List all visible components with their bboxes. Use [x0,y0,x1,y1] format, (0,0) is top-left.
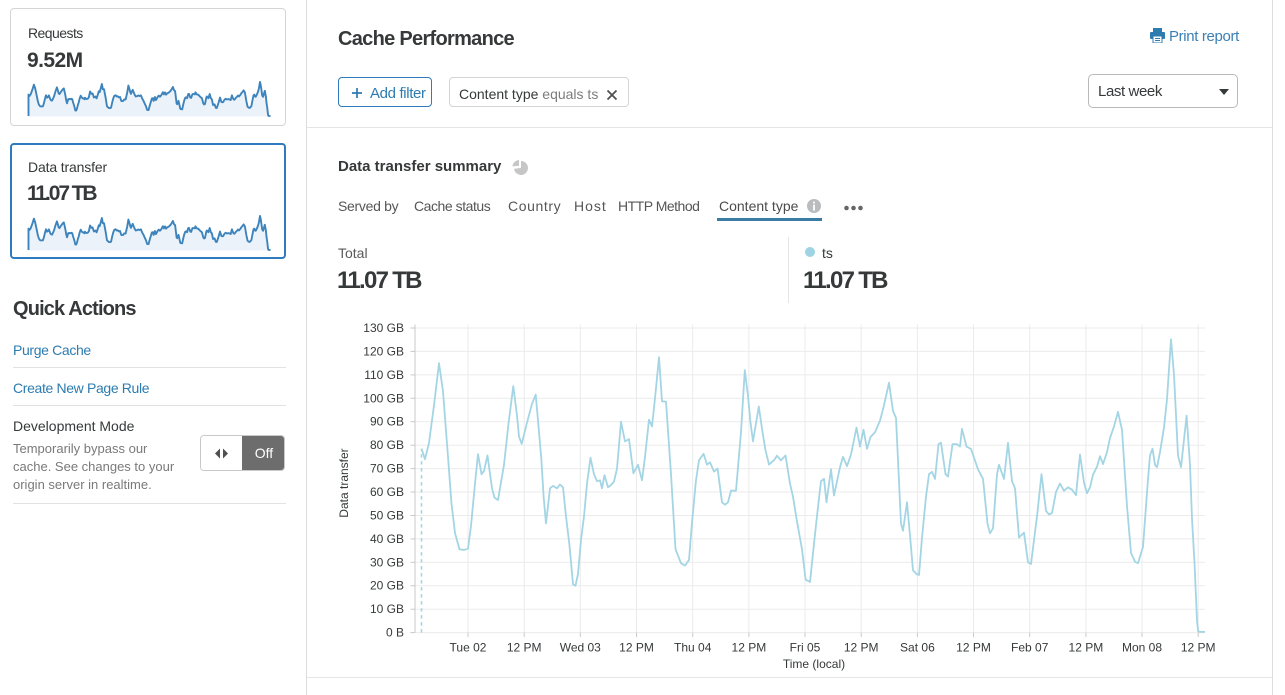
svg-text:20 GB: 20 GB [370,579,404,593]
svg-text:Thu 04: Thu 04 [674,641,712,655]
svg-text:80 GB: 80 GB [370,438,404,452]
svg-text:Time (local): Time (local) [783,657,845,671]
svg-text:30 GB: 30 GB [370,555,404,569]
svg-text:Wed 03: Wed 03 [560,641,601,655]
svg-text:120 GB: 120 GB [363,344,404,358]
svg-text:Data transfer: Data transfer [337,448,351,517]
svg-text:12 PM: 12 PM [732,641,767,655]
svg-text:60 GB: 60 GB [370,485,404,499]
svg-text:Fri 05: Fri 05 [790,641,821,655]
svg-text:50 GB: 50 GB [370,509,404,523]
svg-text:Tue 02: Tue 02 [450,641,487,655]
svg-text:12 PM: 12 PM [956,641,991,655]
svg-text:130 GB: 130 GB [363,321,404,335]
svg-text:0 B: 0 B [386,626,404,640]
svg-text:12 PM: 12 PM [507,641,542,655]
svg-text:12 PM: 12 PM [844,641,879,655]
svg-text:Sat 06: Sat 06 [900,641,935,655]
svg-text:90 GB: 90 GB [370,415,404,429]
svg-text:40 GB: 40 GB [370,532,404,546]
svg-text:12 PM: 12 PM [619,641,654,655]
svg-text:100 GB: 100 GB [363,391,404,405]
svg-text:70 GB: 70 GB [370,462,404,476]
svg-text:Feb 07: Feb 07 [1011,641,1049,655]
svg-text:110 GB: 110 GB [364,368,404,382]
svg-text:10 GB: 10 GB [370,602,404,616]
svg-text:12 PM: 12 PM [1069,641,1104,655]
svg-text:12 PM: 12 PM [1181,641,1216,655]
svg-text:Mon 08: Mon 08 [1122,641,1162,655]
